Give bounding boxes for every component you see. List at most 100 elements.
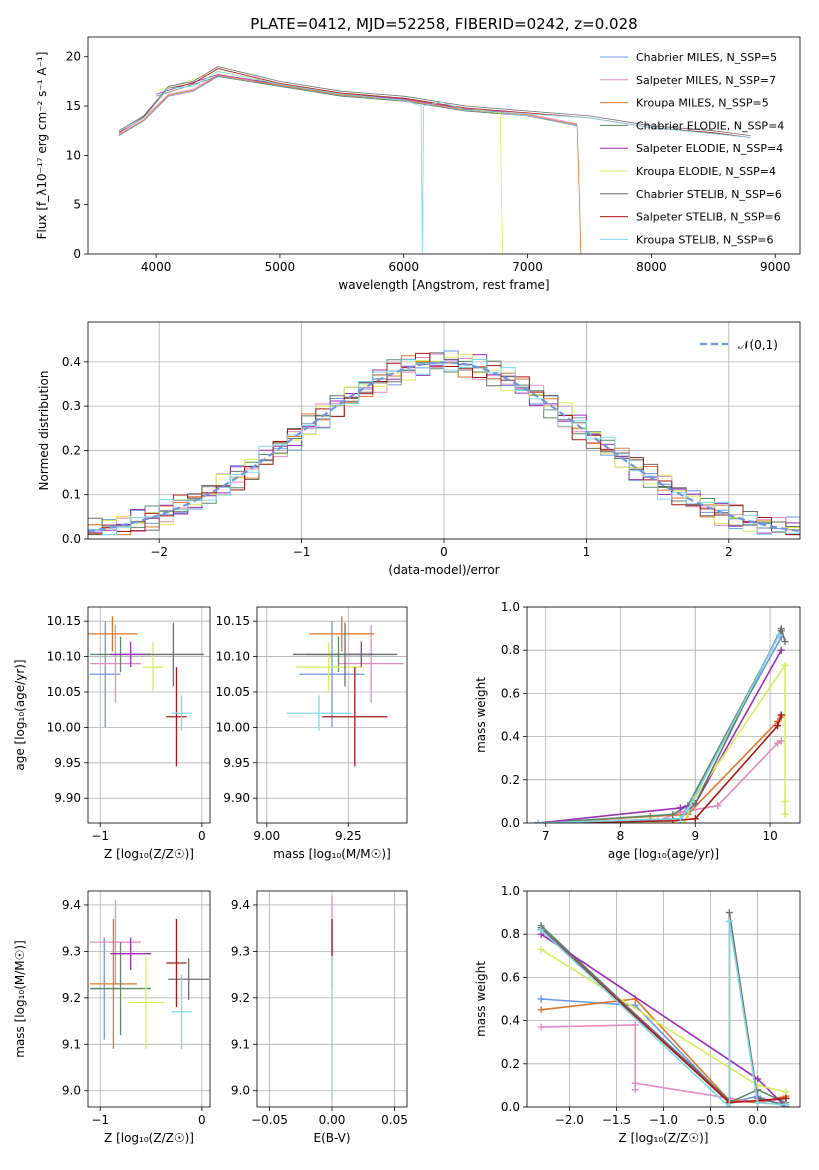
- x-tick-label: 6000: [388, 260, 419, 274]
- x-axis-label: Z [log₁₀(Z/Z☉)]: [104, 847, 194, 861]
- weight-marker: [754, 1099, 762, 1107]
- y-tick-label: 9.1: [62, 1037, 81, 1051]
- legend-label: Salpeter STELIB, N_SSP=6: [636, 211, 781, 224]
- weight-marker: [537, 1006, 545, 1014]
- x-tick-label: 0: [198, 829, 206, 843]
- y-tick-label: 1.0: [501, 884, 520, 898]
- weight-marker: [777, 646, 785, 654]
- y-tick-label: 9.2: [62, 991, 81, 1005]
- x-tick-label: −2: [150, 545, 168, 559]
- x-tick-label: −1.0: [649, 1113, 678, 1127]
- y-axis-label: mass weight: [474, 961, 488, 1037]
- y-tick-label: 15: [66, 99, 81, 113]
- spectrum-line-6: [118, 66, 751, 136]
- panel-age-vs-z: −1 0 9.90 9.95 10.00 10.05 10.10 10.15 Z [log₁₀(…: [13, 606, 211, 861]
- axes-frame-weight-vs-z: [526, 890, 801, 1108]
- y-axis-label: Flux [f_λ10⁻¹⁷ erg cm⁻² s⁻¹ A⁻¹]: [35, 52, 49, 240]
- y-tick-label: 10.10: [216, 650, 250, 664]
- x-tick-label: 9000: [760, 260, 791, 274]
- y-tick-label: 0.0: [501, 816, 520, 830]
- legend-label: 𝒩(0,1): [738, 338, 778, 352]
- y-tick-label: 0.8: [501, 927, 520, 941]
- y-tick-label: 0.2: [62, 443, 81, 457]
- y-tick-label: 5: [73, 198, 81, 212]
- x-axis-label: mass [log₁₀(M/M☉)]: [273, 847, 391, 861]
- y-tick-label: 10: [66, 148, 81, 162]
- histogram-6: [88, 352, 800, 531]
- weight-marker: [714, 802, 722, 810]
- weight-marker: [537, 995, 545, 1003]
- x-tick-label: 7: [542, 829, 550, 843]
- y-axis-label: Normed distribution: [37, 371, 51, 491]
- weight-marker: [777, 737, 785, 745]
- spectrum-line-2: [118, 75, 582, 254]
- x-tick-label: 8: [617, 829, 625, 843]
- weight-line-4: [538, 649, 782, 823]
- y-tick-label: 0.6: [501, 970, 520, 984]
- x-tick-label: 9.00: [253, 829, 280, 843]
- y-tick-label: 0.4: [501, 1014, 520, 1028]
- axes-frame-spectrum: [87, 36, 801, 255]
- y-tick-label: 10.00: [216, 720, 250, 734]
- legend-label: Kroupa MILES, N_SSP=5: [636, 97, 769, 110]
- x-tick-label: 10: [762, 829, 777, 843]
- axes-frame-weight-vs-age: [526, 606, 801, 824]
- weight-marker: [537, 1023, 545, 1031]
- weight-marker: [537, 945, 545, 953]
- x-tick-label: 0.05: [381, 1113, 408, 1127]
- panel-age-vs-mass: 9.00 9.25 9.90 9.95 10.00 10.05 10.10 10.15 mass…: [216, 606, 408, 861]
- x-tick-label: −1.5: [602, 1113, 631, 1127]
- weight-marker: [774, 722, 782, 730]
- y-tick-label: 9.3: [62, 944, 81, 958]
- panel-weight-vs-age: 7 8 9 10 0.0 0.2 0.4 0.6 0.8 1.0 age [log₁₀(age/yr…: [474, 600, 801, 861]
- legend-label: Chabrier MILES, N_SSP=5: [636, 51, 777, 64]
- y-tick-label: 0.2: [501, 773, 520, 787]
- x-tick-label: 0.00: [319, 1113, 346, 1127]
- panel-mass-vs-ebv: −0.05 0.00 0.05 9.0 9.1 9.2 9.3 9.4 E(B-V): [231, 890, 408, 1145]
- weight-marker: [691, 800, 699, 808]
- panel-weight-vs-z: −2.0 −1.5 −1.0 −0.5 0.0 0.0 0.2 0.4 0.6 0.8 1.0 Z […: [474, 884, 801, 1145]
- y-tick-label: 9.0: [62, 1084, 81, 1098]
- y-tick-label: 10.05: [216, 685, 250, 699]
- y-tick-label: 0.1: [62, 488, 81, 502]
- weight-marker: [537, 926, 545, 934]
- y-tick-label: 0.0: [62, 532, 81, 546]
- y-tick-label: 0: [73, 247, 81, 261]
- x-axis-label: wavelength [Angstrom, rest frame]: [338, 278, 549, 292]
- weight-marker: [781, 661, 789, 669]
- x-tick-label: 9.25: [335, 829, 362, 843]
- y-tick-label: 20: [66, 50, 81, 64]
- weight-marker: [534, 819, 542, 823]
- y-axis-label: mass weight: [474, 677, 488, 753]
- weight-marker: [631, 1086, 639, 1094]
- y-tick-label: 9.1: [231, 1037, 250, 1051]
- weight-marker: [725, 917, 733, 925]
- axes-frame-mass-vs-ebv: [256, 890, 408, 1108]
- plot-area: [286, 616, 404, 767]
- y-axis-label: mass [log₁₀(M/M☉)]: [13, 940, 27, 1058]
- spectrum-line-3: [155, 76, 503, 115]
- histogram-8: [88, 358, 800, 536]
- legend-label: Kroupa STELIB, N_SSP=6: [636, 233, 774, 246]
- plot-area: [534, 625, 789, 823]
- legend-label: Salpeter ELODIE, N_SSP=4: [636, 142, 783, 155]
- x-axis-label: E(B-V): [313, 1131, 350, 1145]
- weight-marker: [782, 1101, 790, 1107]
- y-tick-label: 0.2: [501, 1057, 520, 1071]
- y-tick-label: 9.0: [231, 1084, 250, 1098]
- panel-spectrum: 4000 5000 6000 7000 8000 9000 0 5 10 15 20 waveleng…: [35, 36, 801, 292]
- x-tick-label: −1: [91, 829, 109, 843]
- spectrum-line-8: [118, 71, 751, 254]
- y-tick-label: 9.2: [231, 991, 250, 1005]
- x-tick-label: 8000: [636, 260, 667, 274]
- weight-marker: [774, 739, 782, 747]
- y-tick-label: 0.8: [501, 643, 520, 657]
- y-tick-label: 10.10: [47, 650, 81, 664]
- plot-area: [118, 66, 751, 254]
- weight-marker: [631, 1021, 639, 1029]
- weight-marker: [631, 1079, 639, 1087]
- axes-frame-residuals: [87, 321, 801, 540]
- y-tick-label: 10.15: [216, 614, 250, 628]
- x-axis-label: (data-model)/error: [388, 563, 499, 577]
